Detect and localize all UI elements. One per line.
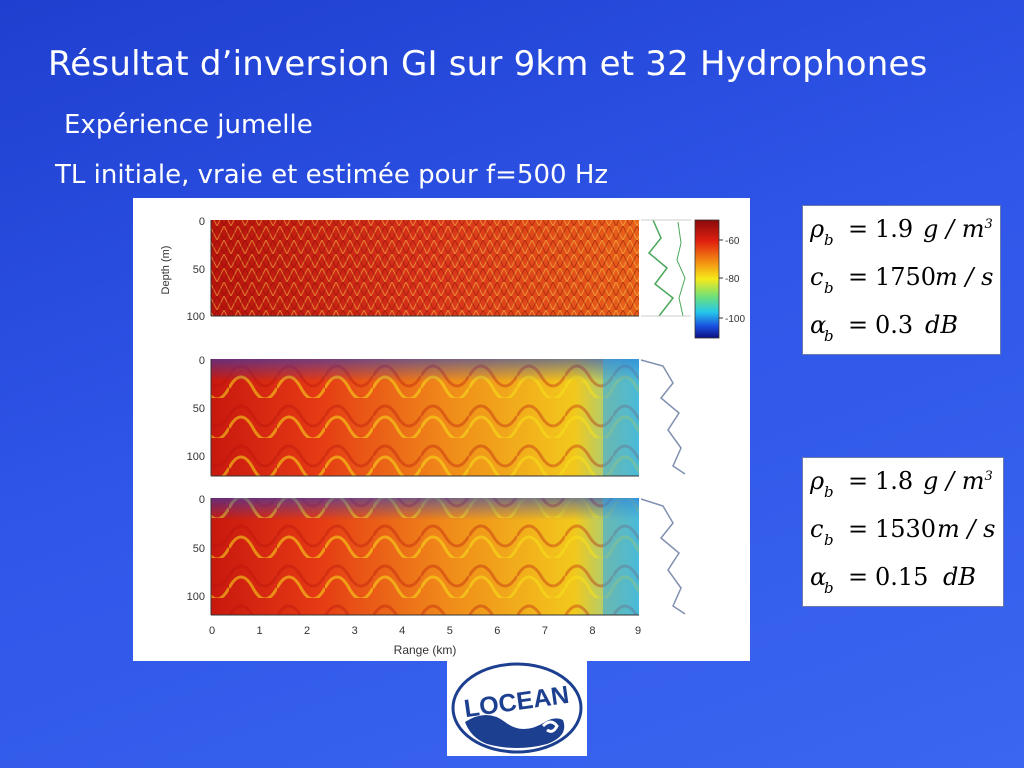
c-row: c b = 1750 m / s — [803, 257, 1000, 303]
colorbar-tick-100: -100 — [725, 314, 745, 325]
alpha-equals: = — [848, 563, 869, 591]
slide-subtitle-experiment: Expérience jumelle — [64, 110, 313, 140]
alpha-equals: = — [848, 311, 869, 339]
y-tick-p2-50: 50 — [193, 403, 205, 415]
colorbar-tick-80: -80 — [725, 274, 740, 285]
panel-initial — [210, 219, 691, 317]
y-tick-p1-100: 100 — [187, 311, 205, 323]
c-symbol: c — [810, 515, 824, 543]
rho-symbol: ρ — [810, 467, 825, 495]
alpha-subscript: b — [824, 579, 834, 597]
x-tick-2: 2 — [304, 625, 310, 637]
y-axis-label: Depth (m) — [160, 246, 172, 295]
y-tick-p3-0: 0 — [199, 494, 205, 506]
c-equals: = — [848, 515, 869, 543]
c-subscript: b — [824, 531, 834, 549]
x-tick-7: 7 — [542, 625, 548, 637]
slide-title: Résultat d’inversion GI sur 9km et 32 Hy… — [48, 44, 928, 84]
c-value: 1750 — [875, 263, 937, 291]
x-tick-8: 8 — [589, 625, 595, 637]
y-tick-p1-50: 50 — [193, 264, 205, 276]
x-tick-9: 9 — [635, 625, 641, 637]
rho-unit: g / m3 — [923, 215, 993, 243]
alpha-subscript: b — [824, 327, 834, 345]
x-tick-6: 6 — [494, 625, 500, 637]
slide-subtitle-tl: TL initiale, vraie et estimée pour f=500… — [55, 160, 609, 190]
x-axis-label: Range (km) — [394, 643, 457, 657]
panel-estimated — [210, 498, 686, 616]
rho-equals: = — [848, 215, 869, 243]
c-equals: = — [848, 263, 869, 291]
rho-unit: g / m3 — [923, 467, 993, 495]
rho-value: 1.8 — [875, 467, 914, 495]
rho-value: 1.9 — [875, 215, 914, 243]
alpha-unit: dB — [943, 563, 976, 591]
rho-subscript: b — [824, 231, 834, 249]
x-tick-0: 0 — [209, 625, 215, 637]
alpha-row: α b = 0.15 dB — [803, 557, 1003, 603]
alpha-row: α b = 0.3 dB — [803, 305, 1000, 351]
c-row: c b = 1530 m / s — [803, 509, 1003, 555]
y-tick-p1-0: 0 — [199, 216, 205, 228]
params-box-true: ρ b = 1.9 g / m3 c b = 1750 m / s α b = … — [802, 205, 1001, 355]
rho-subscript: b — [824, 483, 834, 501]
c-value: 1530 — [875, 515, 937, 543]
colorbar-tick-60: -60 — [725, 236, 740, 247]
alpha-unit: dB — [925, 311, 958, 339]
params-box-estimated: ρ b = 1.8 g / m3 c b = 1530 m / s α b = … — [802, 457, 1004, 607]
x-tick-5: 5 — [447, 625, 453, 637]
alpha-symbol: α — [810, 563, 827, 591]
alpha-value: 0.3 — [875, 311, 914, 339]
c-unit: m / s — [937, 515, 996, 543]
y-tick-p2-0: 0 — [199, 355, 205, 367]
x-tick-1: 1 — [257, 625, 263, 637]
alpha-symbol: α — [810, 311, 827, 339]
colorbar: -60 -80 -100 — [694, 219, 745, 339]
panel-true — [210, 359, 686, 477]
tl-plot-svg: -60 -80 -100 0 50 100 0 50 100 0 50 100 … — [160, 216, 745, 657]
rho-symbol: ρ — [810, 215, 825, 243]
alpha-value: 0.15 — [875, 563, 929, 591]
locean-logo: LOCEAN — [447, 660, 587, 756]
rho-equals: = — [848, 467, 869, 495]
x-tick-4: 4 — [399, 625, 405, 637]
y-tick-p3-50: 50 — [193, 543, 205, 555]
c-symbol: c — [810, 263, 824, 291]
rho-row: ρ b = 1.8 g / m3 — [803, 461, 1003, 507]
x-tick-3: 3 — [352, 625, 358, 637]
y-tick-p3-100: 100 — [187, 591, 205, 603]
tl-figure: -60 -80 -100 0 50 100 0 50 100 0 50 100 … — [133, 198, 750, 661]
rho-row: ρ b = 1.9 g / m3 — [803, 209, 1000, 255]
locean-logo-svg: LOCEAN — [451, 662, 583, 754]
c-subscript: b — [824, 279, 834, 297]
c-unit: m / s — [935, 263, 994, 291]
y-tick-p2-100: 100 — [187, 451, 205, 463]
